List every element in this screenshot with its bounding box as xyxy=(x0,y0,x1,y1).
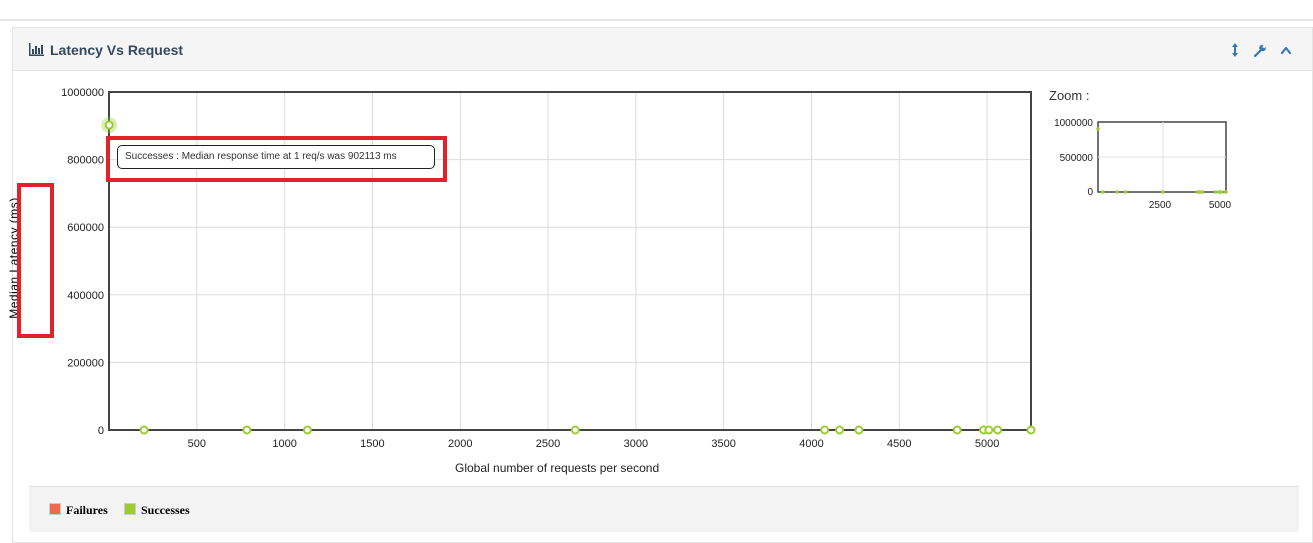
chart-panel: Latency Vs Request Failures Successes xyxy=(12,27,1313,543)
legend: Failures Successes xyxy=(29,486,1299,532)
resize-vertical-icon[interactable] xyxy=(1227,41,1243,59)
panel-title: Latency Vs Request xyxy=(50,42,184,58)
legend-item-successes[interactable]: Successes xyxy=(124,503,190,518)
successes-swatch xyxy=(124,503,136,515)
zoom-label: Zoom : xyxy=(1049,88,1090,103)
legend-item-failures[interactable]: Failures xyxy=(49,503,108,518)
top-divider xyxy=(0,19,1313,21)
tooltip: Successes : Median response time at 1 re… xyxy=(117,145,435,169)
chevron-up-icon[interactable] xyxy=(1278,41,1294,59)
failures-swatch xyxy=(49,503,61,515)
bar-chart-icon xyxy=(29,43,44,56)
legend-label-successes: Successes xyxy=(141,503,190,517)
legend-label-failures: Failures xyxy=(66,503,108,517)
tooltip-highlight xyxy=(106,136,447,182)
y-axis-label-highlight xyxy=(17,183,54,338)
x-axis-label: Global number of requests per second xyxy=(455,461,660,475)
wrench-icon[interactable] xyxy=(1252,41,1268,59)
panel-header: Latency Vs Request xyxy=(13,28,1312,71)
